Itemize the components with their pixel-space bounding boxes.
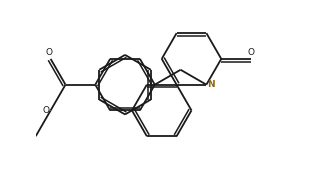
Text: O: O	[46, 48, 53, 57]
Text: O: O	[42, 106, 49, 115]
Text: O: O	[248, 48, 255, 57]
Text: N: N	[207, 80, 215, 89]
